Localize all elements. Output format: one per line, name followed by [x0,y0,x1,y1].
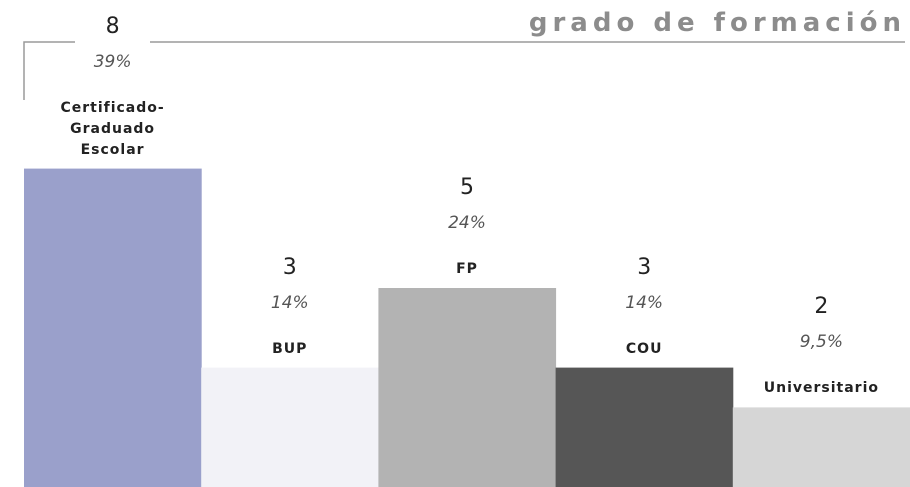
bar [378,288,557,487]
category-label: Certificado-Graduado Escolar [60,99,165,158]
share-label: 24% [448,213,486,233]
bar [201,367,379,487]
bar [732,407,910,487]
count-label: 2 [814,294,829,320]
bar-label-group: 8 39% Certificado-Graduado Escolar [24,14,201,161]
count-label: 3 [637,254,652,280]
count-label: 8 [105,13,120,39]
bar [24,168,202,487]
frame [23,41,75,100]
count-label: 5 [459,175,474,200]
bar [555,367,734,487]
share-label: 39% [93,51,132,72]
share-label: 14% [270,292,309,313]
bar-label-group: 5 24% FP [378,175,555,280]
count-label: 3 [282,254,297,280]
bar-label-group: 3 14% BUP [201,255,378,360]
category-label: BUP [272,340,308,357]
bar-label-group: 3 14% COU [556,255,733,360]
share-label: 14% [625,292,664,313]
share-label: 9,5% [799,332,843,353]
category-label: FP [456,261,478,277]
category-label: Universitario [763,380,880,397]
category-label: COU [625,340,663,357]
bar-label-group: 2 9,5% Universitario [733,294,910,399]
chart-title: grado de formación [528,8,906,38]
